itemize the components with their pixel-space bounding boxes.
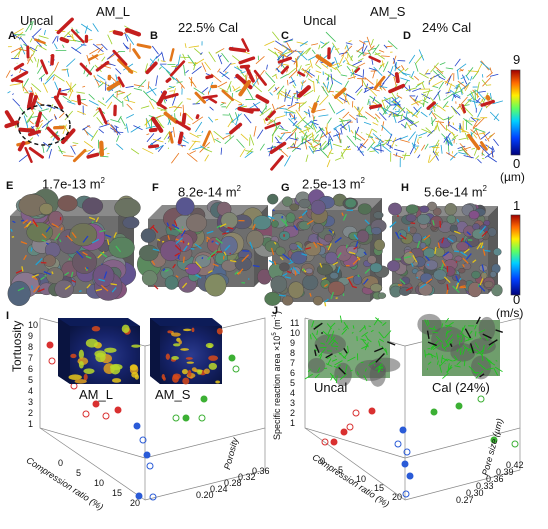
panel-letter-c: C [281, 30, 289, 42]
grain-block-am-s-uncal [264, 189, 390, 307]
colorbar-diameter-max: 9 [513, 52, 521, 67]
pore-network-am-l-cal [136, 38, 281, 164]
permeability-e: 1.7e-13 m2 [42, 176, 105, 192]
plot-j-ytick-0: 11 [290, 318, 300, 328]
highlight-ellipse [17, 104, 71, 146]
plot-i-ytick-1: 9 [28, 331, 34, 341]
plot-i-ytick-8: 2 [28, 408, 34, 418]
plot-i-xtick-0: 0 [58, 458, 64, 468]
plot-j-ztick-1: 0.39 [496, 467, 514, 477]
plot-j-xtick-3: 15 [374, 483, 385, 493]
plot-j-ztick-4: 0.30 [466, 488, 484, 498]
plot-i-ytick-2: 8 [28, 342, 34, 352]
grain-block-am-l-uncal [7, 188, 141, 307]
panel-letter-f: F [152, 182, 159, 194]
plot-i-ytick-7: 3 [28, 397, 34, 407]
label-uncal-inset: Uncal [314, 380, 348, 395]
plot-j-ztick-3: 0.33 [476, 481, 494, 491]
colorbar-velocity-min: 0 [513, 292, 521, 307]
label-uncal-l: Uncal [20, 13, 54, 28]
group-label-am-l: AM_L [96, 4, 130, 19]
colorbar-diameter-unit: (µm) [500, 170, 525, 184]
inset-network-uncal [304, 315, 401, 387]
label-cal-inset: Cal (24%) [432, 380, 490, 395]
plot-j-ytick-9: 2 [290, 408, 296, 418]
panel-letter-d: D [403, 30, 411, 42]
panel-letter-e: E [6, 180, 14, 192]
label-cal-22: 22.5% Cal [178, 20, 238, 35]
plot-i-ztick-0: 0.36 [252, 466, 270, 476]
plot-j-ytick-3: 8 [290, 348, 296, 358]
plot-i-xtick-4: 20 [130, 498, 141, 508]
colorbar-velocity [510, 214, 521, 296]
plot-j-ztick-5: 0.27 [456, 495, 474, 505]
colorbar-diameter [510, 69, 521, 156]
inset-slice-am-l [58, 318, 141, 384]
label-am-s: AM_S [155, 387, 191, 402]
plot-i-ztick-1: 0.32 [238, 472, 256, 482]
plot-j-xtick-2: 10 [356, 474, 367, 484]
plot-j-xtick-4: 20 [392, 492, 403, 502]
plot-j-ztick-2: 0.36 [486, 474, 504, 484]
plot-i-ztick-2: 0.28 [224, 478, 242, 488]
label-cal-24: 24% Cal [422, 20, 472, 35]
plot-i-ytick-3: 7 [28, 353, 34, 363]
panel-letter-a: A [8, 30, 16, 42]
grain-block-am-s-cal [387, 201, 503, 298]
plot-j-ytick-1: 10 [290, 328, 301, 338]
plot-j-ztick-0: 0.42 [506, 460, 524, 470]
pore-network-am-l-uncal [4, 17, 144, 163]
plot-i-ytick-9: 1 [28, 419, 34, 429]
inset-network-cal [417, 313, 503, 380]
colorbar-velocity-unit: (m/s) [496, 306, 524, 320]
plot-j-ytick-7: 4 [290, 388, 296, 398]
plot-i-ztick-4: 0.20 [196, 490, 214, 500]
plot-j-ytick-4: 7 [290, 358, 296, 368]
pore-network-am-s-uncal [264, 31, 402, 171]
permeability-g: 2.5e-13 m2 [302, 176, 365, 192]
panel-letter-h: H [401, 182, 409, 194]
plot-j-ylabel: Specific reaction area ×105 (m-1) [272, 310, 282, 440]
permeability-f: 8.2e-14 m2 [178, 184, 241, 200]
panel-letter-b: B [150, 30, 158, 42]
plot-j-xtick-1: 5 [338, 465, 344, 475]
plot-i-ytick-4: 6 [28, 364, 34, 374]
permeability-h: 5.6e-14 m2 [424, 184, 487, 200]
plot-i-ytick-6: 4 [28, 386, 34, 396]
label-uncal-s: Uncal [303, 13, 337, 28]
panel-letter-i: I [6, 310, 10, 322]
plot-i-ylabel: Tortuosity [10, 320, 24, 372]
plot-j-ytick-2: 9 [290, 338, 296, 348]
inset-slice-am-s [150, 318, 223, 385]
plot-j-ytick-5: 6 [290, 368, 296, 378]
plot-j-ytick-8: 3 [290, 398, 296, 408]
plot-i-ytick-0: 10 [28, 320, 39, 330]
plot-i-xtick-2: 10 [94, 478, 105, 488]
plot-i-xtick-1: 5 [76, 468, 82, 478]
group-label-am-s: AM_S [370, 4, 406, 19]
colorbar-diameter-min: 0 [513, 156, 521, 171]
plot-i-ztick-3: 0.24 [210, 484, 228, 494]
colorbar-velocity-max: 1 [513, 198, 521, 213]
plot-i-xtick-3: 15 [112, 488, 123, 498]
plot-j-ytick-6: 5 [290, 378, 296, 388]
plot-i-ytick-5: 5 [28, 375, 34, 385]
grain-block-am-l-cal [136, 197, 279, 297]
pore-network-am-s-cal [381, 49, 504, 168]
panel-letter-j: J [272, 305, 279, 317]
panel-letter-g: G [281, 182, 290, 194]
label-am-l: AM_L [79, 387, 113, 402]
plot-j-ytick-10: 1 [290, 418, 296, 428]
plot-j-xtick-0: 0 [320, 456, 326, 466]
